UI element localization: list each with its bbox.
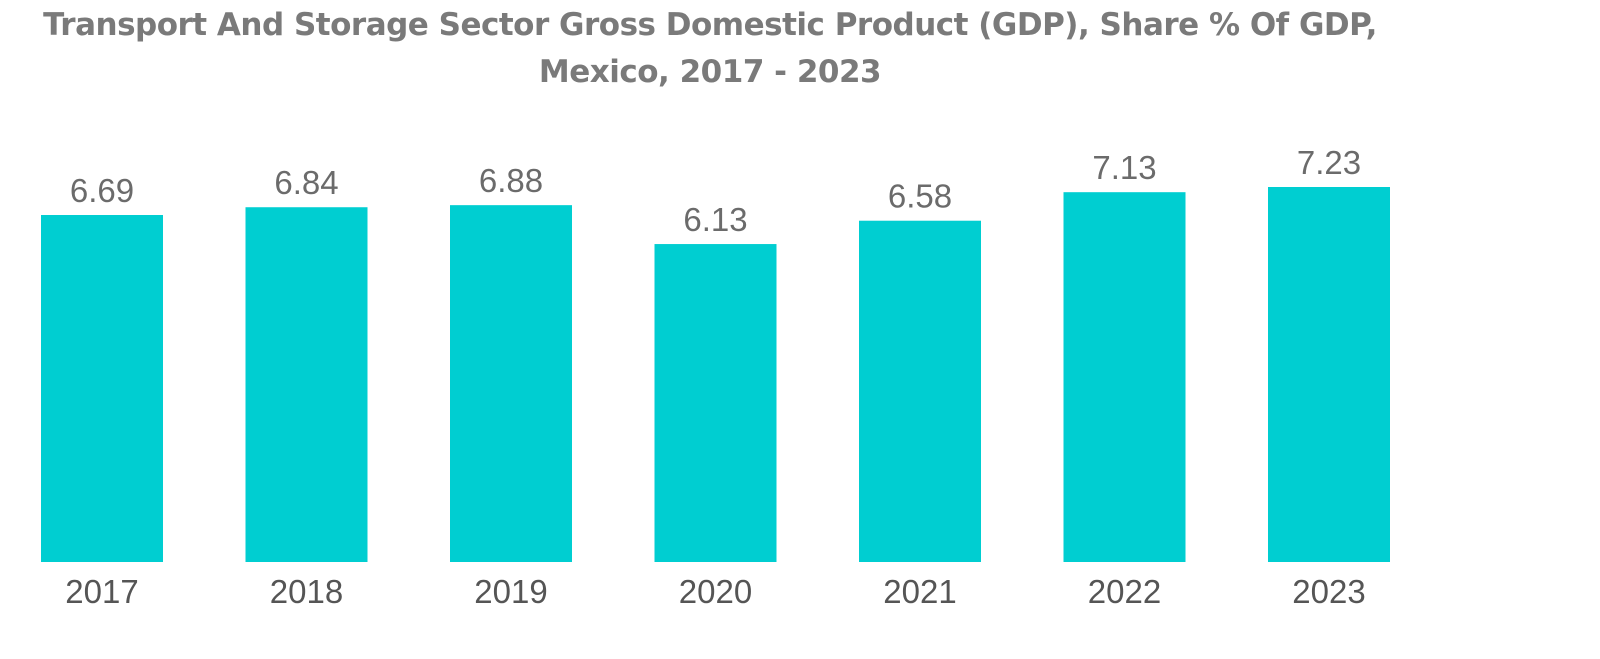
x-tick-label: 2021 <box>883 573 956 610</box>
value-labels-layer: 6.69 6.84 6.88 6.13 6.58 7.13 7.23 <box>70 144 1361 238</box>
x-tick-label: 2022 <box>1088 573 1161 610</box>
x-axis-tick-labels: 2017 2018 2019 2020 2021 2022 2023 <box>65 573 1365 610</box>
bar-value-label: 6.88 <box>479 162 543 199</box>
bar-value-label: 6.58 <box>888 178 952 215</box>
chart-title: Transport And Storage Sector Gross Domes… <box>43 7 1377 90</box>
bar-value-label: 7.13 <box>1092 149 1156 186</box>
bar-2018 <box>245 207 368 562</box>
bar-value-label: 6.69 <box>70 172 134 209</box>
x-tick-label: 2020 <box>679 573 752 610</box>
x-tick-label: 2023 <box>1292 573 1365 610</box>
bar-value-label: 6.13 <box>683 201 747 238</box>
x-tick-label: 2018 <box>270 573 343 610</box>
bar-2019 <box>450 205 572 562</box>
bar-2021 <box>859 220 981 563</box>
bar-value-label: 7.23 <box>1297 144 1361 181</box>
bar-value-label: 6.84 <box>274 164 338 201</box>
bar-2023 <box>1268 187 1390 562</box>
x-tick-label: 2019 <box>474 573 547 610</box>
bar-2022 <box>1063 192 1186 563</box>
bars-layer <box>41 187 1390 563</box>
x-tick-label: 2017 <box>65 573 138 610</box>
bar-2020 <box>654 244 777 562</box>
bar-2017 <box>41 215 163 562</box>
